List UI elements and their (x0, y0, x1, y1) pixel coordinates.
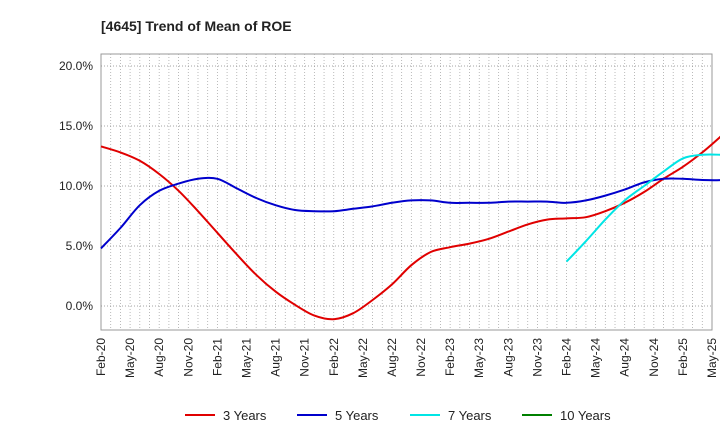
y-tick-label: 20.0% (59, 59, 93, 73)
x-tick-label: Nov-21 (298, 338, 312, 377)
x-tick-label: May-23 (472, 338, 486, 378)
x-tick-label: Feb-22 (327, 338, 341, 376)
legend: 3 Years 5 Years 7 Years 10 Years (185, 408, 611, 423)
series-lines (100, 135, 720, 321)
x-tick-label: Nov-24 (647, 338, 661, 377)
legend-label-5-years: 5 Years (335, 408, 379, 423)
x-tick-label: Feb-25 (676, 338, 690, 376)
x-tick-label: May-24 (589, 338, 603, 378)
series-line-3-years (100, 135, 720, 321)
x-tick-label: May-25 (705, 338, 719, 378)
legend-label-3-years: 3 Years (223, 408, 267, 423)
x-tick-label: Feb-20 (94, 338, 108, 376)
x-tick-label: Nov-20 (181, 338, 195, 377)
legend-label-10-years: 10 Years (560, 408, 611, 423)
y-tick-label: 15.0% (59, 119, 93, 133)
x-tick-label: Nov-22 (414, 338, 428, 377)
x-axis-ticks: Feb-20 May-20 Aug-20 Nov-20 Feb-21 May-21 Aug-… (94, 338, 719, 378)
y-tick-label: 0.0% (66, 299, 94, 313)
x-tick-label: May-20 (123, 338, 137, 378)
x-tick-label: May-22 (356, 338, 370, 378)
x-tick-label: Feb-23 (443, 338, 457, 376)
chart-title: [4645] Trend of Mean of ROE (101, 18, 292, 34)
x-tick-label: Feb-24 (560, 338, 574, 376)
y-tick-label: 5.0% (66, 239, 94, 253)
series-line-5-years (100, 176, 720, 250)
x-tick-label: Aug-24 (618, 338, 632, 377)
x-tick-label: May-21 (239, 338, 253, 378)
x-tick-label: Aug-20 (152, 338, 166, 377)
legend-label-7-years: 7 Years (448, 408, 492, 423)
series-line-7-years (565, 153, 720, 263)
x-tick-label: Aug-23 (501, 338, 515, 377)
y-axis-ticks: 0.0% 5.0% 10.0% 15.0% 20.0% (59, 59, 93, 313)
x-tick-label: Aug-21 (269, 338, 283, 377)
y-tick-label: 10.0% (59, 179, 93, 193)
x-tick-label: Aug-22 (385, 338, 399, 377)
x-tick-label: Feb-21 (210, 338, 224, 376)
plot-area (100, 53, 713, 331)
gridlines (101, 54, 712, 330)
x-tick-label: Nov-23 (530, 338, 544, 377)
